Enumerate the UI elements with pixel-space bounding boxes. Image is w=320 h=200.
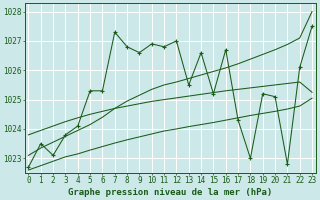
X-axis label: Graphe pression niveau de la mer (hPa): Graphe pression niveau de la mer (hPa) bbox=[68, 188, 272, 197]
